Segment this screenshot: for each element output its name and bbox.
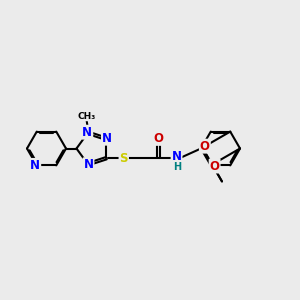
Text: N: N: [30, 159, 40, 172]
Text: O: O: [210, 160, 220, 172]
Text: N: N: [83, 158, 94, 171]
Text: S: S: [119, 152, 128, 165]
Text: N: N: [102, 132, 112, 145]
Text: H: H: [173, 162, 181, 172]
Text: O: O: [154, 132, 164, 145]
Text: N: N: [172, 151, 182, 164]
Text: N: N: [82, 126, 92, 139]
Text: CH₃: CH₃: [77, 112, 95, 121]
Text: O: O: [200, 140, 210, 153]
